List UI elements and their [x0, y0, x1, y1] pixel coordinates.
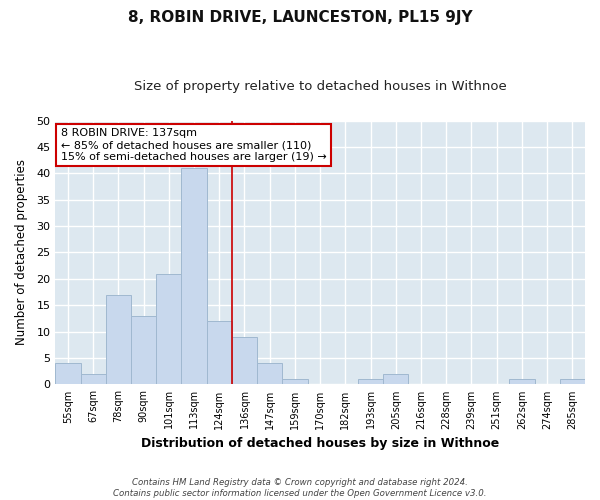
Bar	[156, 274, 181, 384]
Text: Contains HM Land Registry data © Crown copyright and database right 2024.
Contai: Contains HM Land Registry data © Crown c…	[113, 478, 487, 498]
Bar	[283, 379, 308, 384]
Bar	[206, 321, 232, 384]
Bar	[232, 337, 257, 384]
Title: Size of property relative to detached houses in Withnoe: Size of property relative to detached ho…	[134, 80, 506, 93]
Bar	[131, 316, 156, 384]
Bar	[181, 168, 206, 384]
Bar	[509, 379, 535, 384]
Text: 8 ROBIN DRIVE: 137sqm
← 85% of detached houses are smaller (110)
15% of semi-det: 8 ROBIN DRIVE: 137sqm ← 85% of detached …	[61, 128, 326, 162]
X-axis label: Distribution of detached houses by size in Withnoe: Distribution of detached houses by size …	[141, 437, 499, 450]
Bar	[560, 379, 585, 384]
Bar	[80, 374, 106, 384]
Bar	[106, 294, 131, 384]
Bar	[383, 374, 409, 384]
Bar	[55, 364, 80, 384]
Y-axis label: Number of detached properties: Number of detached properties	[15, 160, 28, 346]
Bar	[358, 379, 383, 384]
Bar	[257, 364, 283, 384]
Text: 8, ROBIN DRIVE, LAUNCESTON, PL15 9JY: 8, ROBIN DRIVE, LAUNCESTON, PL15 9JY	[128, 10, 472, 25]
